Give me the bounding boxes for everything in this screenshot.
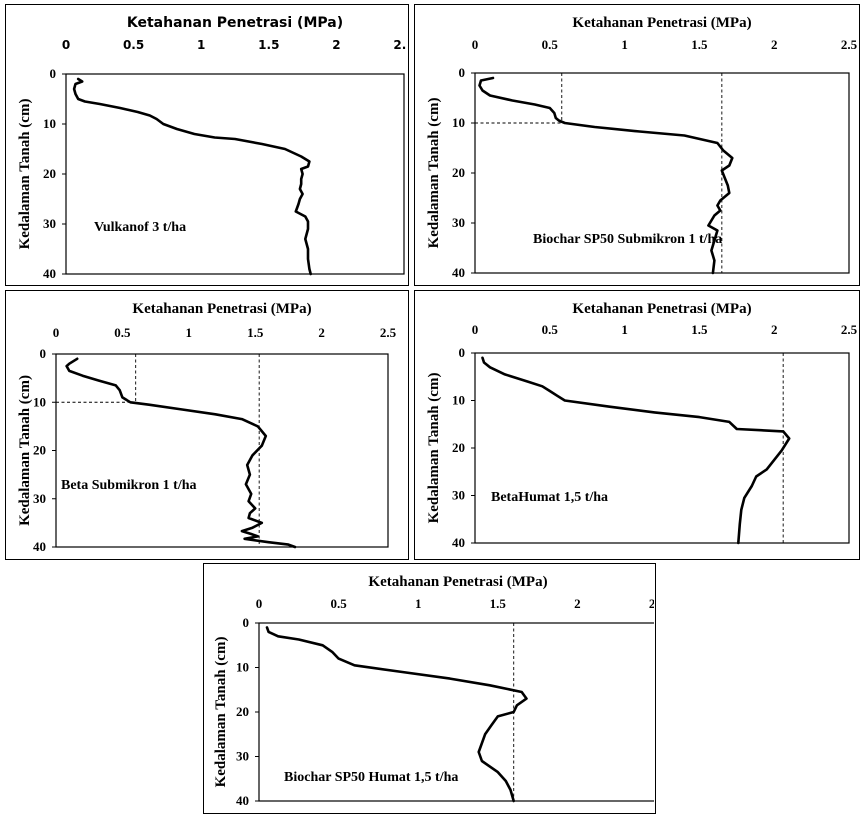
x-tick-label: 2 [771,37,778,52]
y-tick-label: 10 [452,393,465,408]
chart-panel-beta-submikron: Ketahanan Penetrasi (MPa) 0 0.5 1 1.5 2 2.5 0 10… [5,290,409,560]
x-tick-label: 0.5 [123,38,144,52]
y-tick-label: 0 [459,345,466,360]
y-tick-label: 30 [43,216,56,231]
y-tick-label: 10 [236,660,249,675]
x-tick-label: 1 [186,325,193,340]
y-tick-label: 30 [33,491,46,506]
x-tick-label: 2.5 [841,322,858,337]
y-tick-label: 40 [452,535,465,550]
y-tick-label: 40 [452,265,465,280]
plot-area [65,73,405,275]
treatment-label: Vulkanof 3 t/ha [94,220,186,235]
y-tick-label: 40 [43,266,56,281]
plot-area [258,622,654,802]
x-tick-label: 1.5 [258,38,279,52]
x-tick-label: 2.5 [380,325,397,340]
chart-panel-biochar-sp50-humat: Ketahanan Penetrasi (MPa) 0 0.5 1 1.5 2 2.5 0 10… [203,563,656,814]
chart-panel-betahumat: Ketahanan Penetrasi (MPa) 0 0.5 1 1.5 2 2.5 0 10… [414,290,860,560]
y-tick-label: 10 [452,115,465,130]
chart-svg: Ketahanan Penetrasi (MPa) 0 0.5 1 1.5 2 2.5 0 10… [426,301,858,550]
x-tick-label: 2.5 [649,596,654,611]
chart-panel-biochar-sp50-submikron: Ketahanan Penetrasi (MPa) 0 0.5 1 1.5 2 2.5 0 10… [414,4,860,286]
plot-area [474,352,850,544]
x-tick-label: 0 [53,325,60,340]
chart-title: Ketahanan Penetrasi (MPa) [132,301,311,317]
penetration-curve [478,76,734,275]
chart-title: Ketahanan Penetrasi (MPa) [368,574,547,590]
treatment-label: Biochar SP50 Submikron 1 t/ha [533,232,722,247]
chart-svg: Ketahanan Penetrasi (MPa) 0 0.5 1 1.5 2 2.5 0 10… [17,301,397,554]
y-tick-label: 10 [43,116,56,131]
x-tick-label: 1.5 [691,322,708,337]
x-tick-label: 1.5 [247,325,264,340]
x-tick-label: 2.5 [393,38,407,52]
chart-svg: Ketahanan Penetrasi (MPa) 0 0.5 1 1.5 2 2.5 0 10… [17,15,407,281]
penetration-curve [65,357,297,549]
chart-panel-vulkanof: Ketahanan Penetrasi (MPa) 0 0.5 1 1.5 2 2.5 0 10… [5,4,409,286]
plot-area [474,72,850,274]
x-tick-label: 2 [574,596,581,611]
x-tick-label: 2 [771,322,778,337]
x-tick-label: 0 [472,322,479,337]
y-axis-label: Kedalaman Tanah (cm) [426,373,442,524]
x-tick-label: 1.5 [490,596,507,611]
y-tick-label: 0 [243,615,250,630]
x-tick-label: 0.5 [330,596,347,611]
chart-svg: Ketahanan Penetrasi (MPa) 0 0.5 1 1.5 2 2.5 0 10… [213,574,654,808]
x-tick-label: 0 [62,38,70,52]
x-tick-label: 1.5 [691,37,708,52]
y-axis-label: Kedalaman Tanah (cm) [17,99,33,250]
y-axis-label: Kedalaman Tanah (cm) [426,98,442,249]
x-tick-label: 0.5 [542,322,559,337]
x-tick-label: 0.5 [542,37,559,52]
y-tick-label: 30 [452,215,465,230]
x-tick-label: 2 [318,325,325,340]
y-tick-label: 20 [43,166,56,181]
y-tick-label: 0 [40,346,47,361]
x-tick-label: 0.5 [114,325,131,340]
chart-title: Ketahanan Penetrasi (MPa) [572,301,751,317]
y-axis-label: Kedalaman Tanah (cm) [17,375,33,526]
y-axis-label: Kedalaman Tanah (cm) [213,637,229,788]
y-tick-label: 20 [452,165,465,180]
x-tick-label: 1 [415,596,422,611]
x-tick-label: 1 [197,38,205,52]
x-tick-label: 2 [332,38,340,52]
chart-svg: Ketahanan Penetrasi (MPa) 0 0.5 1 1.5 2 2.5 0 10… [426,15,858,280]
y-tick-label: 30 [452,488,465,503]
y-tick-label: 20 [452,440,465,455]
x-tick-label: 1 [621,322,628,337]
chart-title: Ketahanan Penetrasi (MPa) [572,15,751,31]
treatment-label: Biochar SP50 Humat 1,5 t/ha [284,770,458,785]
penetration-curve [72,77,312,276]
y-tick-label: 40 [33,539,46,554]
x-tick-label: 0 [256,596,263,611]
y-tick-label: 20 [33,443,46,458]
y-tick-label: 20 [236,704,249,719]
y-tick-label: 10 [33,394,46,409]
penetration-curve [265,626,528,803]
y-tick-label: 0 [459,65,466,80]
treatment-label: BetaHumat 1,5 t/ha [491,490,608,505]
y-tick-label: 30 [236,749,249,764]
y-tick-label: 0 [50,66,57,81]
plot-area [55,353,389,548]
x-tick-label: 0 [472,37,479,52]
x-tick-label: 2.5 [841,37,858,52]
treatment-label: Beta Submikron 1 t/ha [61,478,197,493]
x-tick-label: 1 [621,37,628,52]
y-tick-label: 40 [236,793,249,808]
penetration-curve [481,356,791,545]
chart-title: Ketahanan Penetrasi (MPa) [127,15,343,31]
